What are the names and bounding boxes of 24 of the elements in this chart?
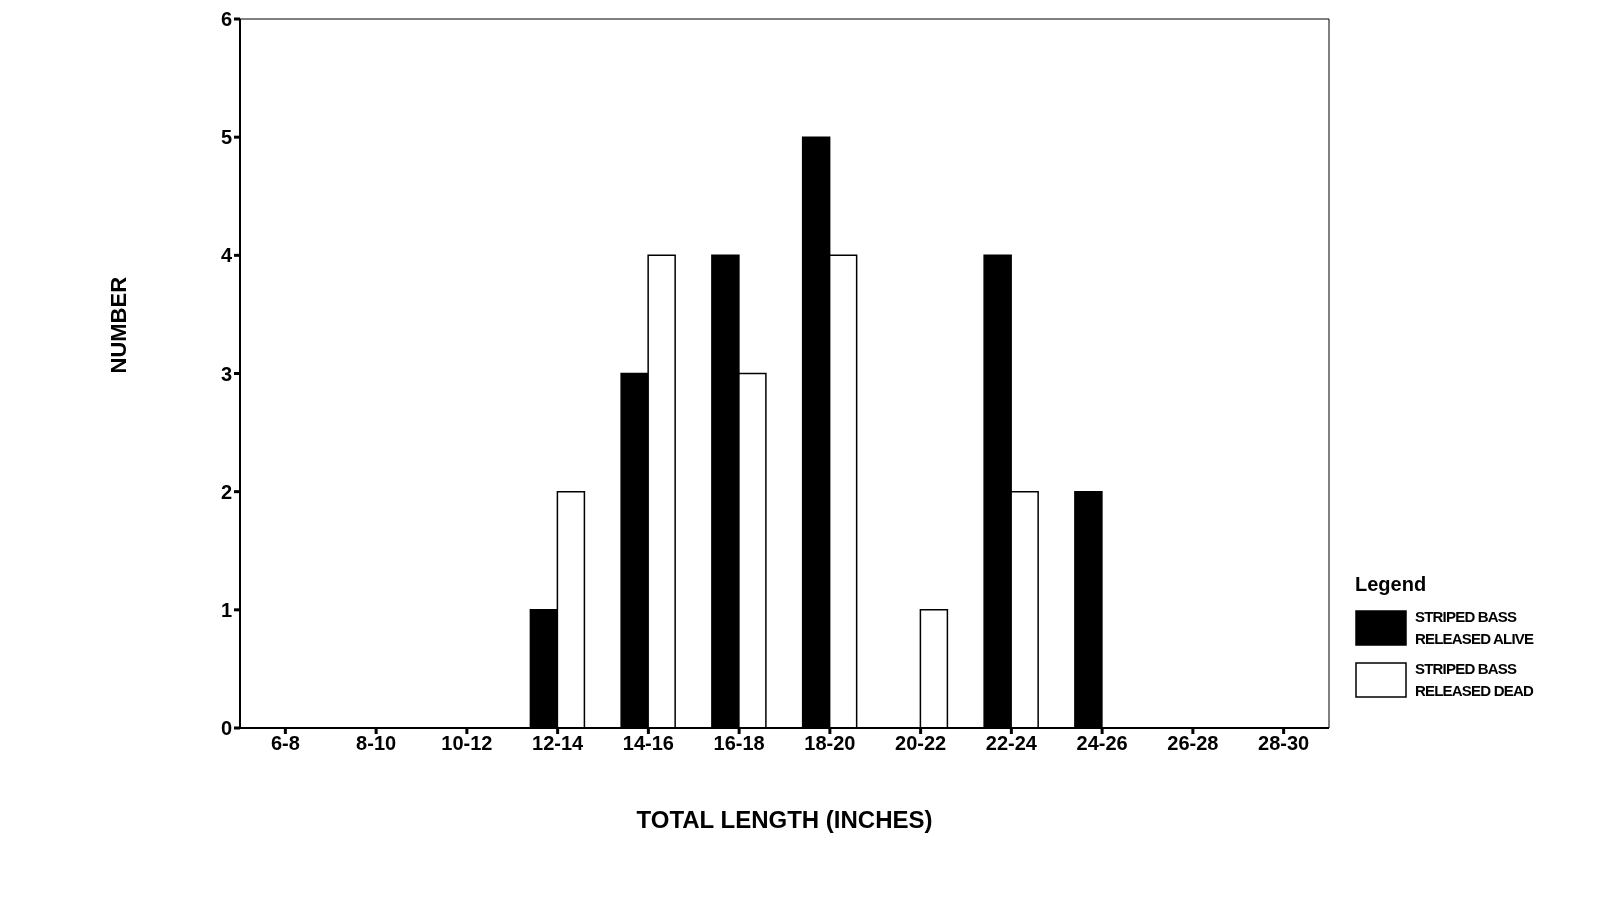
y-tick-label: 1 xyxy=(220,598,232,621)
legend-label: STRIPED BASS RELEASED ALIVE xyxy=(1415,607,1535,649)
x-tick-label: 24-26 xyxy=(1076,732,1128,755)
legend-title: Legend xyxy=(1355,573,1428,596)
x-tick-label: 8-10 xyxy=(356,732,397,755)
x-tick-label: 16-18 xyxy=(713,732,765,755)
x-tick-label: 12-14 xyxy=(532,732,585,755)
y-axis-title: NUMBER xyxy=(105,276,131,374)
y-tick-label: 5 xyxy=(220,126,232,149)
x-tick-label: 26-28 xyxy=(1167,732,1219,755)
y-tick-label: 2 xyxy=(220,480,232,503)
x-tick-label: 18-20 xyxy=(804,732,856,755)
x-axis-title: TOTAL LENGTH (INCHES) xyxy=(636,806,933,833)
x-tick-label: 20-22 xyxy=(895,732,947,755)
x-tick-label: 28-30 xyxy=(1258,732,1310,755)
x-tick-label: 14-16 xyxy=(622,732,674,755)
y-tick-label: 3 xyxy=(220,362,232,385)
x-tick-label: 22-24 xyxy=(985,732,1038,755)
y-tick-label: 0 xyxy=(220,717,232,740)
y-tick-label: 6 xyxy=(220,8,232,31)
x-tick-label: 10-12 xyxy=(441,732,493,755)
y-tick-label: 4 xyxy=(220,244,233,267)
legend-label: STRIPED BASS RELEASED DEAD xyxy=(1415,659,1534,701)
x-tick-label: 6-8 xyxy=(270,732,300,755)
